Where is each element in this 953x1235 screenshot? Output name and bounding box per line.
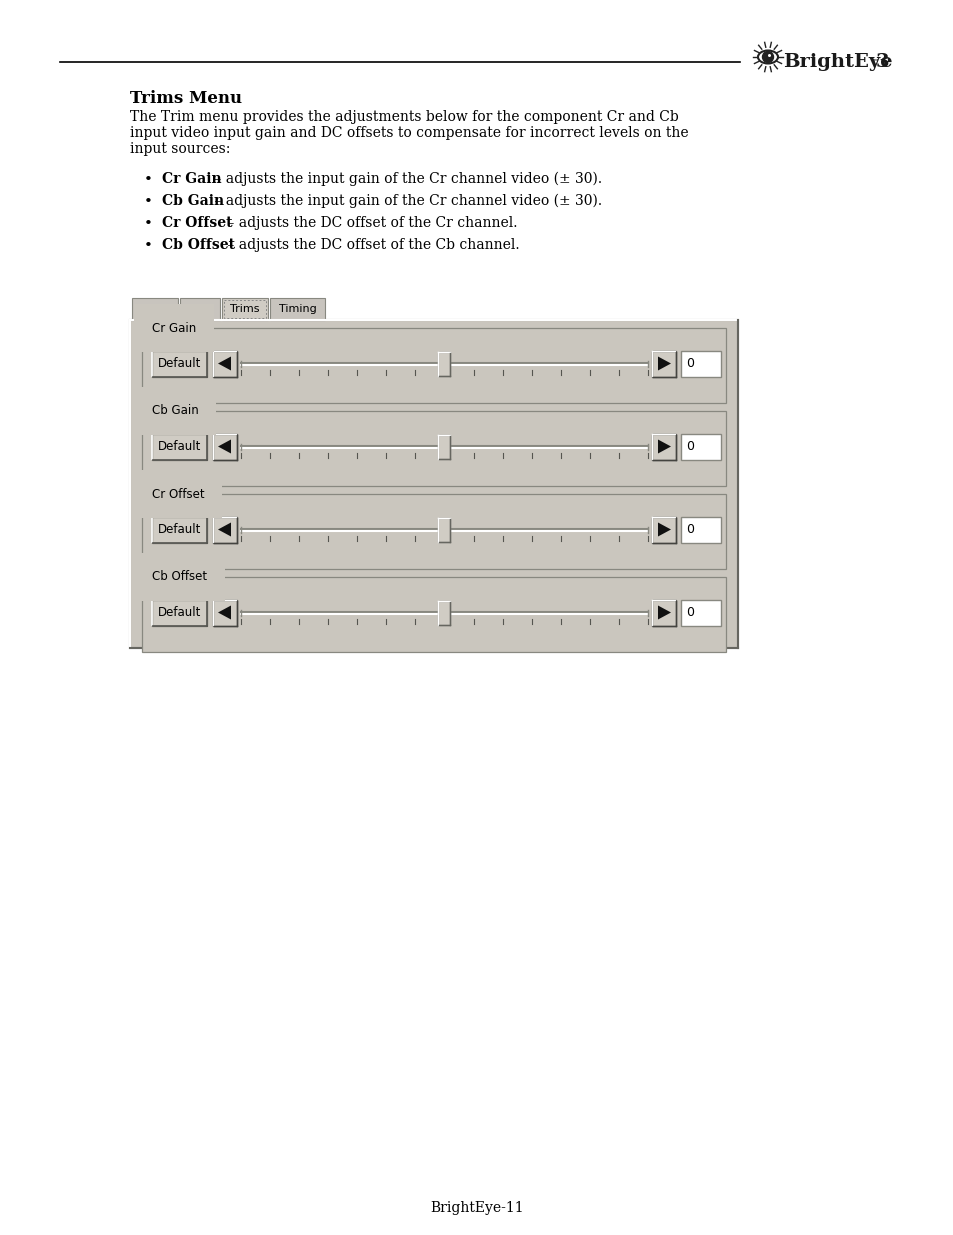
- FancyBboxPatch shape: [651, 516, 676, 542]
- FancyBboxPatch shape: [438, 600, 450, 625]
- Text: input sources:: input sources:: [130, 142, 230, 156]
- FancyBboxPatch shape: [680, 351, 720, 377]
- Text: Cr Offset: Cr Offset: [162, 216, 233, 230]
- Text: Input: Input: [140, 304, 170, 314]
- Polygon shape: [658, 440, 670, 453]
- FancyBboxPatch shape: [213, 351, 236, 377]
- Text: input video input gain and DC offsets to compensate for incorrect levels on the: input video input gain and DC offsets to…: [130, 126, 688, 140]
- Text: Default: Default: [157, 357, 201, 370]
- FancyBboxPatch shape: [222, 298, 268, 320]
- Text: Cb Offset: Cb Offset: [162, 238, 234, 252]
- Text: 3: 3: [875, 53, 889, 70]
- FancyBboxPatch shape: [132, 298, 178, 320]
- Circle shape: [761, 52, 773, 63]
- Polygon shape: [658, 605, 670, 620]
- Text: Proc: Proc: [188, 304, 212, 314]
- Polygon shape: [218, 605, 231, 620]
- FancyBboxPatch shape: [213, 599, 236, 625]
- Polygon shape: [658, 357, 670, 370]
- Polygon shape: [218, 357, 231, 370]
- Text: Trims Menu: Trims Menu: [130, 90, 242, 107]
- FancyBboxPatch shape: [651, 433, 676, 459]
- FancyBboxPatch shape: [651, 599, 676, 625]
- Text: BrightEye-11: BrightEye-11: [430, 1200, 523, 1215]
- FancyBboxPatch shape: [270, 298, 325, 320]
- Text: – adjusts the input gain of the Cr channel video (± 30).: – adjusts the input gain of the Cr chann…: [210, 194, 601, 209]
- Text: The Trim menu provides the adjustments below for the component Cr and Cb: The Trim menu provides the adjustments b…: [130, 110, 678, 124]
- Text: ™: ™: [869, 57, 879, 67]
- Circle shape: [767, 54, 770, 57]
- Text: •: •: [143, 240, 152, 253]
- Text: Default: Default: [157, 522, 201, 536]
- Ellipse shape: [758, 51, 778, 63]
- Text: Cb Gain: Cb Gain: [152, 405, 198, 417]
- FancyBboxPatch shape: [152, 351, 207, 377]
- FancyBboxPatch shape: [180, 298, 220, 320]
- Polygon shape: [218, 522, 231, 536]
- Text: Cr Gain: Cr Gain: [152, 321, 196, 335]
- FancyBboxPatch shape: [680, 599, 720, 625]
- Text: 0: 0: [685, 357, 693, 370]
- FancyBboxPatch shape: [142, 329, 725, 403]
- FancyBboxPatch shape: [438, 352, 450, 375]
- FancyBboxPatch shape: [651, 351, 676, 377]
- FancyBboxPatch shape: [130, 320, 738, 648]
- FancyBboxPatch shape: [438, 435, 450, 458]
- Polygon shape: [658, 522, 670, 536]
- Text: – adjusts the input gain of the Cr channel video (± 30).: – adjusts the input gain of the Cr chann…: [210, 172, 601, 186]
- FancyBboxPatch shape: [680, 516, 720, 542]
- Text: Trims: Trims: [230, 304, 259, 314]
- Text: Default: Default: [157, 606, 201, 619]
- Text: Cr Offset: Cr Offset: [152, 488, 204, 500]
- FancyBboxPatch shape: [438, 517, 450, 541]
- FancyBboxPatch shape: [152, 516, 207, 542]
- Text: •: •: [143, 173, 152, 186]
- FancyBboxPatch shape: [680, 433, 720, 459]
- Text: 0: 0: [685, 440, 693, 453]
- Text: Cb Offset: Cb Offset: [152, 571, 207, 583]
- Text: •: •: [143, 195, 152, 209]
- Text: 0: 0: [685, 522, 693, 536]
- FancyBboxPatch shape: [142, 411, 725, 487]
- Text: – adjusts the DC offset of the Cb channel.: – adjusts the DC offset of the Cb channe…: [223, 238, 519, 252]
- FancyBboxPatch shape: [152, 433, 207, 459]
- FancyBboxPatch shape: [152, 599, 207, 625]
- FancyBboxPatch shape: [213, 433, 236, 459]
- Text: 0: 0: [685, 606, 693, 619]
- FancyBboxPatch shape: [213, 516, 236, 542]
- FancyBboxPatch shape: [142, 577, 725, 652]
- Polygon shape: [218, 440, 231, 453]
- Text: Cb Gain: Cb Gain: [162, 194, 224, 207]
- Text: •: •: [143, 217, 152, 231]
- Text: Cr Gain: Cr Gain: [162, 172, 221, 186]
- Text: Default: Default: [157, 440, 201, 453]
- Text: – adjusts the DC offset of the Cr channel.: – adjusts the DC offset of the Cr channe…: [223, 216, 517, 230]
- Text: BrightEye: BrightEye: [782, 53, 892, 70]
- FancyBboxPatch shape: [142, 494, 725, 569]
- Text: Timing: Timing: [278, 304, 316, 314]
